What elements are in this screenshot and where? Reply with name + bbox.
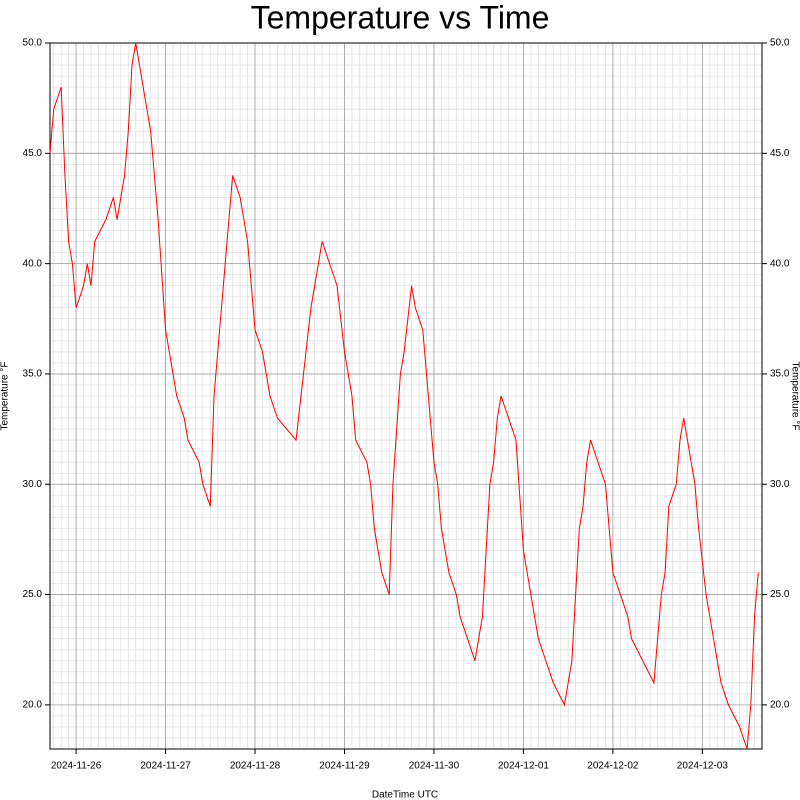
y-tick-label: 45.0	[23, 148, 43, 159]
y-tick-label: 20.0	[23, 700, 43, 711]
y2-tick-label: 45.0	[770, 148, 790, 159]
y2-tick-label: 35.0	[770, 369, 790, 380]
chart-title: Temperature vs Time	[251, 0, 550, 35]
x-tick-label: 2024-12-02	[587, 761, 639, 772]
y2-tick-label: 30.0	[770, 479, 790, 490]
data-line	[49, 42, 759, 750]
x-axis-label: DateTime UTC	[372, 790, 438, 800]
y2-tick-label: 40.0	[770, 258, 790, 269]
y2-tick-label: 50.0	[770, 38, 790, 49]
x-tick-label: 2024-11-28	[230, 761, 281, 772]
x-tick-label: 2024-11-30	[409, 761, 460, 772]
x-tick-label: 2024-12-01	[498, 761, 550, 772]
y-tick-label: 30.0	[23, 479, 43, 490]
x-tick-label: 2024-11-27	[140, 761, 191, 772]
y2-tick-label: 20.0	[770, 700, 790, 711]
y-tick-label: 50.0	[23, 38, 43, 49]
plot-frame	[49, 42, 763, 750]
x-tick-label: 2024-12-03	[677, 761, 729, 772]
y2-tick-label: 25.0	[770, 589, 790, 600]
y-tick-label: 40.0	[23, 258, 43, 269]
y-axis-label: Temperature °F	[0, 361, 11, 430]
y2-axis-label: Temperature °F	[789, 361, 800, 430]
x-tick-label: 2024-11-29	[319, 761, 370, 772]
y-tick-label: 25.0	[23, 589, 43, 600]
y-tick-label: 35.0	[23, 369, 43, 380]
x-tick-label: 2024-11-26	[51, 761, 102, 772]
